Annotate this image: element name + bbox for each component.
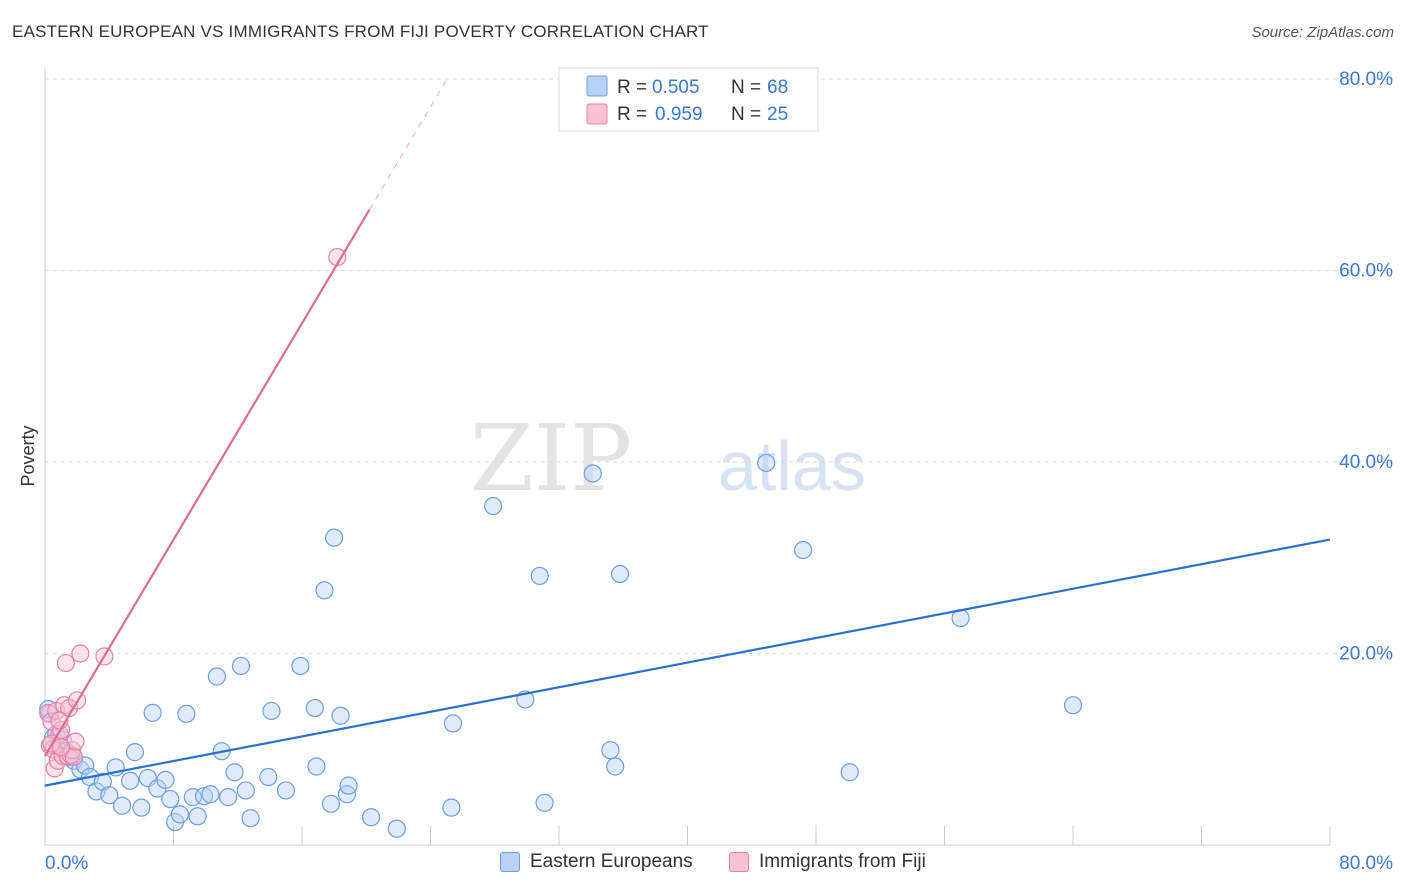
stats-r-value-fiji: 0.959	[655, 104, 703, 125]
data-point	[840, 763, 859, 782]
data-point	[291, 656, 310, 676]
data-point	[125, 743, 145, 762]
data-point	[307, 757, 326, 776]
x-tick-label-0: 0.0%	[45, 853, 88, 874]
data-point	[156, 770, 175, 789]
stats-legend-swatch-fiji	[586, 103, 608, 125]
stats-r-label-eastern: R =	[617, 77, 647, 98]
data-point	[601, 741, 620, 760]
y-tick-label-2: 60.0%	[1339, 261, 1393, 282]
data-point	[51, 738, 71, 757]
data-point	[610, 564, 630, 584]
data-point	[325, 528, 344, 547]
data-point	[112, 796, 132, 815]
watermark-zip: ZIP	[470, 405, 632, 512]
stats-r-label-fiji: R =	[617, 104, 647, 125]
data-point	[56, 653, 75, 673]
data-point	[530, 566, 549, 586]
legend-label-fiji: Immigrants from Fiji	[759, 851, 926, 872]
legend-item-fiji[interactable]: Immigrants from Fiji	[729, 851, 926, 873]
stats-n-label-fiji: N =	[731, 104, 761, 125]
data-point	[535, 793, 554, 812]
stats-legend-swatch-eastern	[586, 75, 608, 97]
data-point	[161, 789, 180, 809]
scatter-points	[39, 247, 1083, 838]
data-point	[201, 785, 220, 804]
data-point	[442, 798, 461, 817]
stats-r-value-eastern: 0.505	[652, 77, 700, 98]
data-point	[315, 581, 334, 600]
legend-swatch-eastern	[500, 852, 520, 872]
data-point	[64, 747, 84, 767]
data-point	[276, 781, 296, 800]
data-point	[387, 819, 406, 838]
axes	[44, 68, 1331, 846]
chart-title: EASTERN EUROPEAN VS IMMIGRANTS FROM FIJI…	[12, 22, 709, 41]
source-label: Source: ZipAtlas.com	[1251, 24, 1394, 41]
data-point	[236, 781, 255, 800]
data-point	[231, 656, 251, 676]
data-point	[443, 714, 463, 733]
legend-item-eastern[interactable]: Eastern Europeans	[500, 851, 693, 873]
data-point	[170, 805, 190, 824]
data-point	[361, 808, 381, 827]
trend-lines	[44, 79, 1331, 787]
data-point	[794, 540, 813, 560]
data-point	[219, 788, 238, 807]
y-tick-labels: 20.0% 40.0% 60.0% 80.0%	[1339, 69, 1393, 665]
data-point	[331, 706, 350, 725]
data-point	[484, 496, 503, 516]
y-axis-label: Poverty	[18, 425, 38, 486]
trend-line-extension-1	[369, 79, 447, 211]
data-point	[259, 767, 278, 787]
legend-label-eastern: Eastern Europeans	[530, 851, 693, 872]
y-tick-label-3: 80.0%	[1339, 69, 1393, 90]
x-tick-label-1: 80.0%	[1339, 853, 1393, 874]
data-point	[121, 771, 140, 790]
x-tick-labels: 0.0% 80.0%	[45, 853, 1393, 874]
watermark-atlas: atlas	[718, 427, 866, 505]
data-point	[143, 703, 162, 722]
data-point	[606, 757, 625, 776]
data-point	[132, 798, 151, 817]
trend-line-1	[44, 209, 371, 757]
data-point	[194, 787, 214, 806]
stats-n-value-fiji: 25	[767, 104, 788, 125]
data-point	[305, 698, 324, 718]
data-point	[100, 786, 119, 805]
data-point	[188, 807, 207, 826]
stats-legend: R = 0.505 N = 68 R = 0.959 N = 25	[558, 67, 819, 132]
series-points-1	[39, 247, 347, 778]
y-tick-label-0: 20.0%	[1339, 644, 1393, 665]
data-point	[262, 701, 281, 721]
grid	[45, 78, 1395, 654]
data-point	[241, 809, 260, 828]
data-point	[339, 776, 358, 795]
data-point	[1063, 696, 1083, 715]
data-point	[177, 704, 196, 723]
y-tick-label-1: 40.0%	[1339, 452, 1393, 473]
data-point	[321, 794, 341, 813]
trend-line-0	[44, 538, 1331, 787]
data-point	[583, 464, 602, 483]
series-points-0	[39, 453, 1083, 838]
watermark: ZIP atlas	[470, 405, 866, 512]
series-legend: Eastern Europeans Immigrants from Fiji	[0, 851, 1406, 877]
data-point	[757, 453, 776, 473]
stats-n-label-eastern: N =	[731, 77, 761, 98]
data-point	[71, 644, 90, 663]
legend-swatch-fiji	[729, 852, 749, 872]
data-point	[225, 763, 244, 782]
stats-n-value-eastern: 68	[767, 77, 788, 98]
data-point	[207, 667, 226, 686]
